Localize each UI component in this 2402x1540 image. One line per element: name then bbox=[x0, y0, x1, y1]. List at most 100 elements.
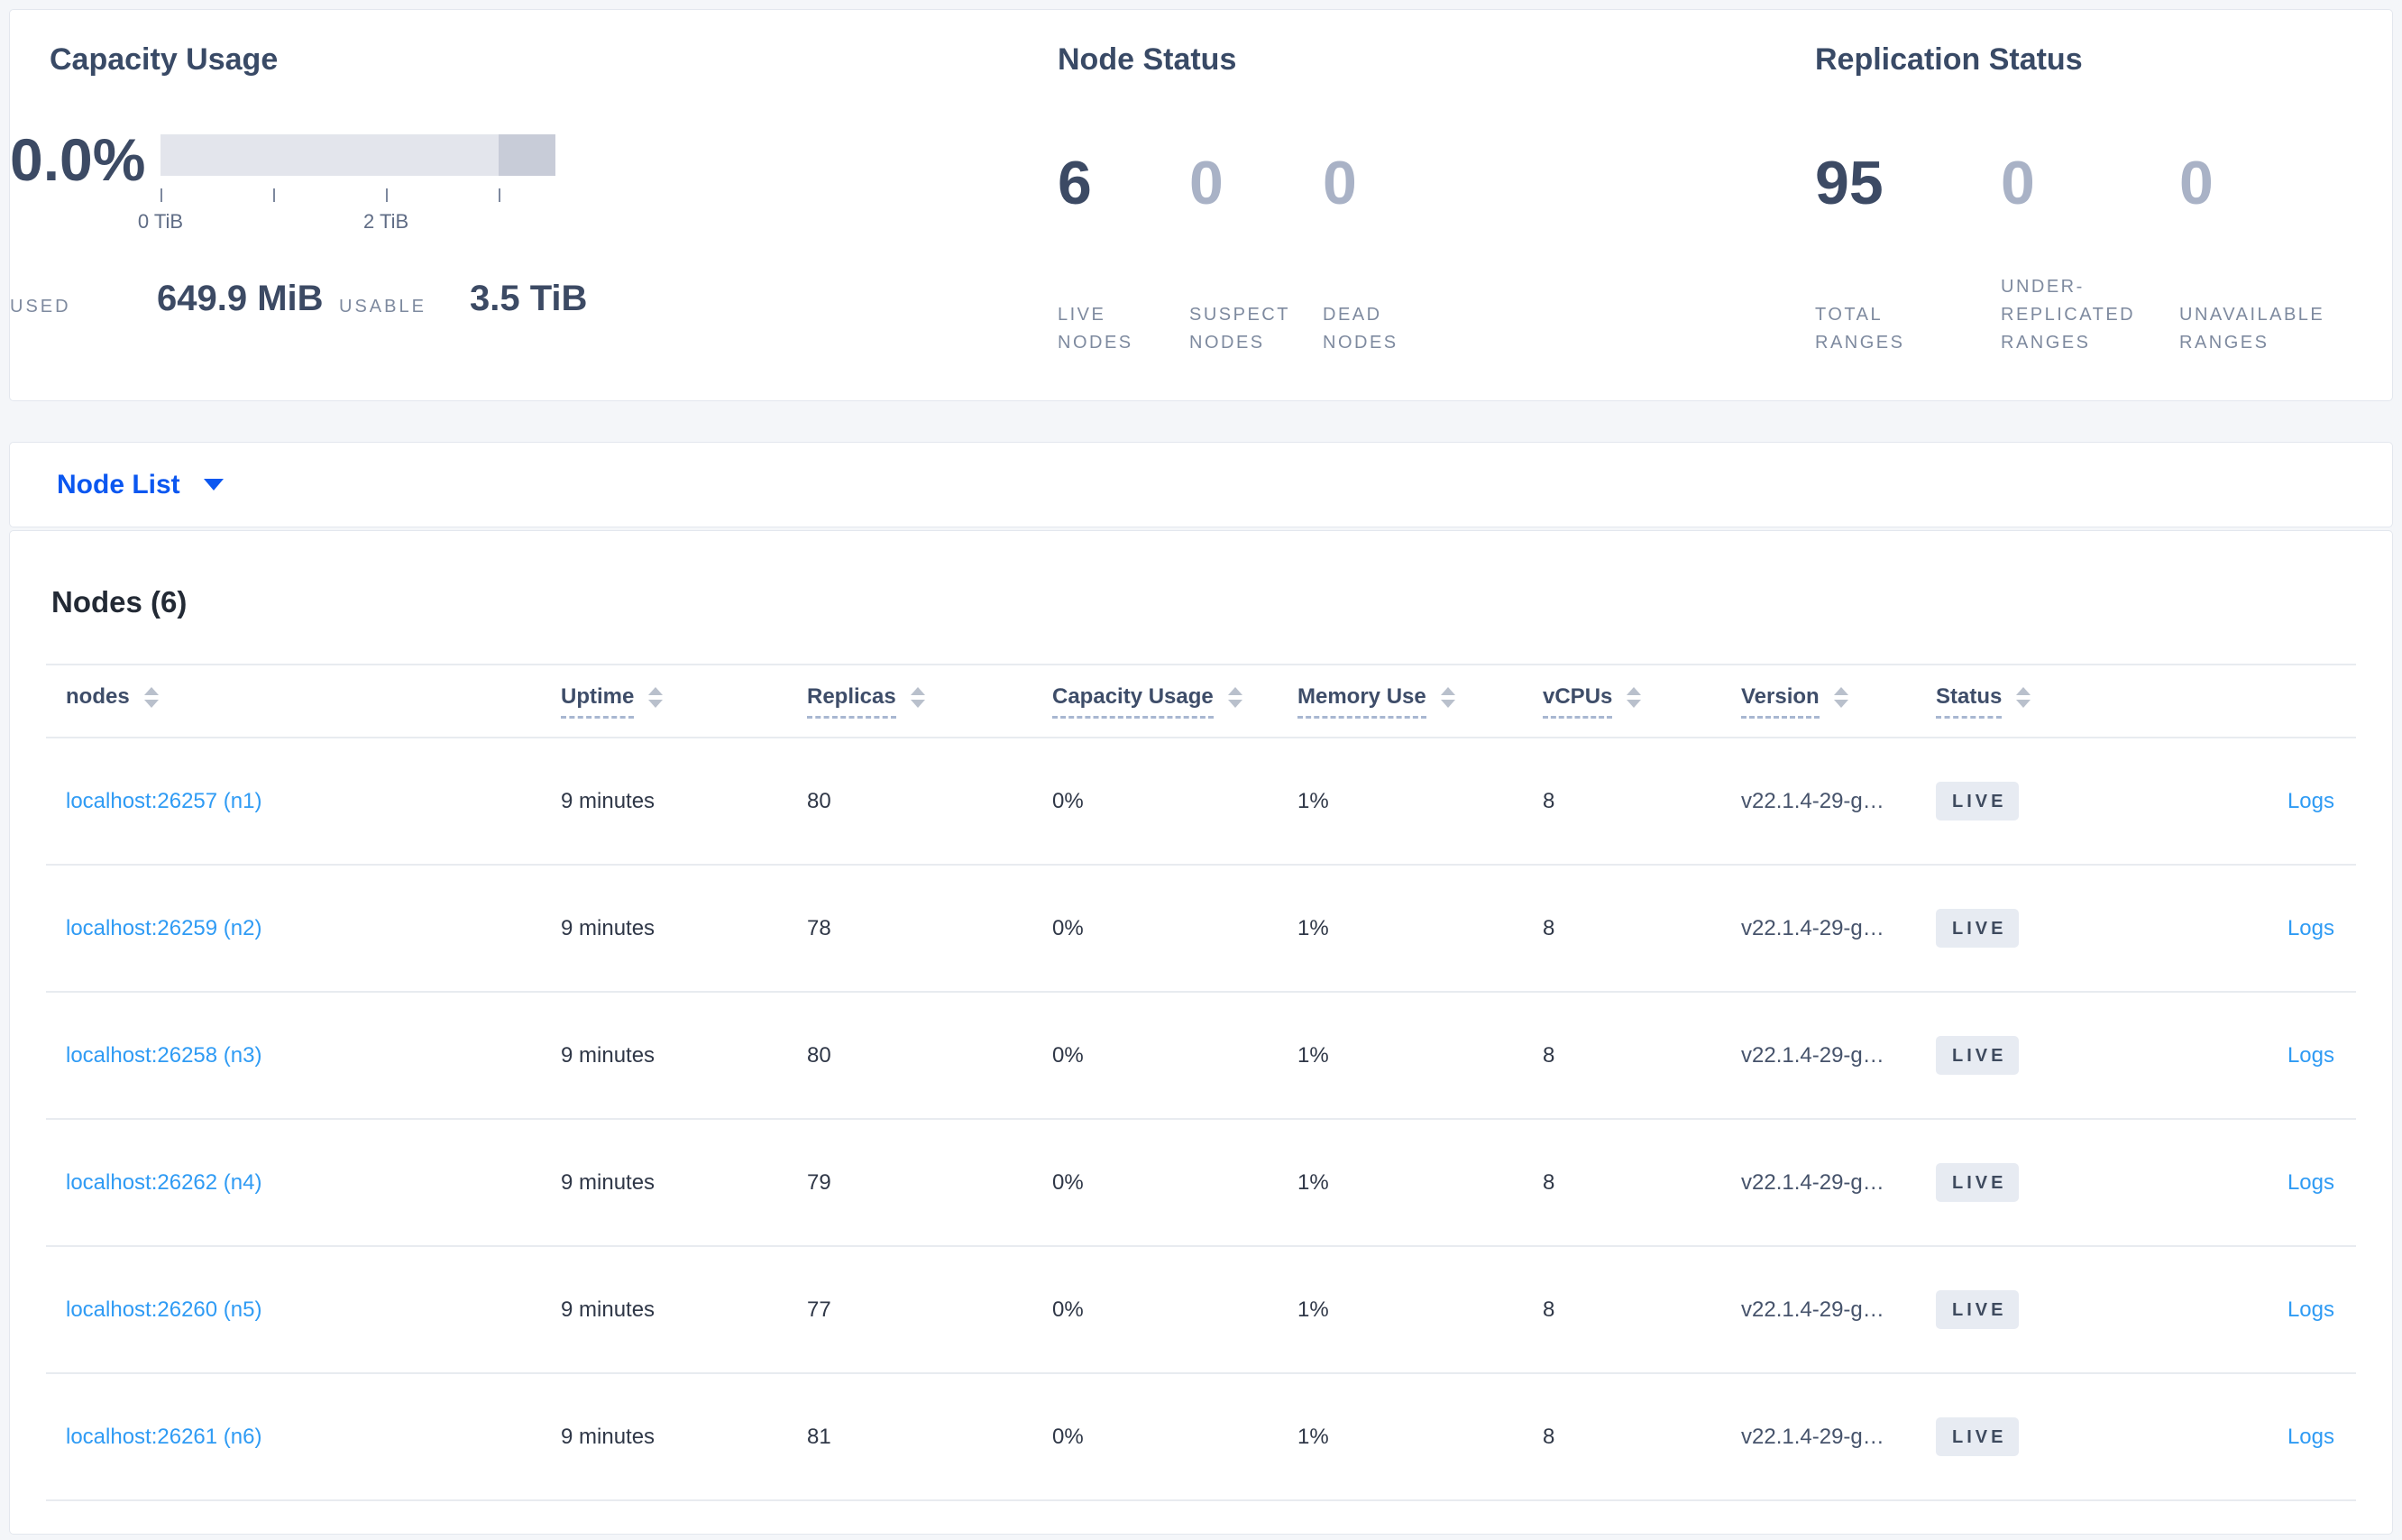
node-link[interactable]: localhost:26259 (n2) bbox=[66, 915, 262, 940]
table-row: localhost:26257 (n1) 9 minutes 80 0% 1% … bbox=[10, 738, 2392, 864]
node-link[interactable]: localhost:26257 (n1) bbox=[66, 788, 262, 813]
column-header-memory-use[interactable]: Memory Use bbox=[1297, 684, 1543, 719]
column-header-label: Memory Use bbox=[1297, 684, 1426, 719]
table-row: localhost:26262 (n4) 9 minutes 79 0% 1% … bbox=[10, 1120, 2392, 1245]
replicas-cell: 81 bbox=[807, 1424, 831, 1449]
logs-link[interactable]: Logs bbox=[2287, 1169, 2334, 1195]
uptime-cell: 9 minutes bbox=[561, 1042, 656, 1068]
status-badge: LIVE bbox=[1936, 1036, 2020, 1075]
column-header-label: Replicas bbox=[807, 684, 896, 719]
divider bbox=[46, 1499, 2356, 1501]
node-link[interactable]: localhost:26260 (n5) bbox=[66, 1297, 262, 1322]
column-header-uptime[interactable]: Uptime bbox=[561, 684, 807, 719]
sort-icon bbox=[648, 687, 664, 708]
column-header-label: Capacity Usage bbox=[1052, 684, 1214, 719]
logs-link[interactable]: Logs bbox=[2287, 1424, 2334, 1449]
column-header-version[interactable]: Version bbox=[1741, 684, 1936, 719]
divider bbox=[46, 664, 2356, 665]
dead-nodes-value: 0 bbox=[1323, 149, 1357, 217]
node-link[interactable]: localhost:26261 (n6) bbox=[66, 1424, 262, 1449]
node-list-dropdown-label: Node List bbox=[57, 469, 180, 500]
under-replicated-ranges-value: 0 bbox=[2001, 149, 2035, 217]
vcpus-cell: 8 bbox=[1543, 1297, 1555, 1322]
table-header-row: nodes Uptime Replicas Capacity Usage Memory … bbox=[10, 665, 2392, 737]
suspect-nodes-value: 0 bbox=[1189, 149, 1224, 217]
capacity-axis: 0 TiB 2 TiB bbox=[138, 188, 555, 261]
total-ranges-stat: 95 TOTAL RANGES bbox=[1815, 150, 2001, 357]
capacity-usage-cell: 0% bbox=[1052, 1297, 1084, 1322]
replication-status-section: Replication Status 95 TOTAL RANGES 0 UND… bbox=[1815, 41, 2334, 357]
node-list-dropdown[interactable]: Node List bbox=[57, 443, 224, 527]
sort-icon bbox=[910, 687, 925, 708]
divider bbox=[46, 864, 2356, 866]
vcpus-cell: 8 bbox=[1543, 1424, 1555, 1449]
memory-use-cell: 1% bbox=[1297, 788, 1329, 813]
capacity-usage-cell: 0% bbox=[1052, 915, 1084, 940]
replicas-cell: 79 bbox=[807, 1169, 831, 1195]
column-header-vcpus[interactable]: vCPUs bbox=[1543, 684, 1741, 719]
axis-tick bbox=[499, 188, 501, 202]
status-badge: LIVE bbox=[1936, 1290, 2020, 1329]
vcpus-cell: 8 bbox=[1543, 1042, 1555, 1068]
nodes-table-card: Nodes (6) nodes Uptime Replicas Capacity Us… bbox=[9, 530, 2393, 1535]
logs-link[interactable]: Logs bbox=[2287, 1042, 2334, 1068]
logs-link[interactable]: Logs bbox=[2287, 915, 2334, 940]
status-badge: LIVE bbox=[1936, 1163, 2020, 1202]
capacity-usage-cell: 0% bbox=[1052, 1169, 1084, 1195]
replicas-cell: 80 bbox=[807, 788, 831, 813]
unavailable-ranges-label: UNAVAILABLE RANGES bbox=[2179, 305, 2325, 353]
sort-icon bbox=[1833, 687, 1848, 708]
dead-nodes-stat: 0 DEAD NODES bbox=[1323, 150, 1431, 357]
sort-icon bbox=[1227, 687, 1242, 708]
unavailable-ranges-stat: 0 UNAVAILABLE RANGES bbox=[2179, 150, 2334, 357]
vcpus-cell: 8 bbox=[1543, 1169, 1555, 1195]
replicas-cell: 78 bbox=[807, 915, 831, 940]
column-header-label: Version bbox=[1741, 684, 1820, 719]
uptime-cell: 9 minutes bbox=[561, 788, 656, 813]
replication-status-title: Replication Status bbox=[1815, 42, 2083, 77]
replicas-cell: 77 bbox=[807, 1297, 831, 1322]
version-cell: v22.1.4-29-g… bbox=[1741, 1042, 1884, 1068]
column-header-replicas[interactable]: Replicas bbox=[807, 684, 1052, 719]
divider bbox=[46, 1245, 2356, 1247]
uptime-cell: 9 minutes bbox=[561, 1169, 656, 1195]
memory-use-cell: 1% bbox=[1297, 1424, 1329, 1449]
live-nodes-stat: 6 LIVE NODES bbox=[1058, 150, 1189, 357]
under-replicated-ranges-stat: 0 UNDER-REPLICATED RANGES bbox=[2001, 150, 2179, 357]
node-status-section: Node Status 6 LIVE NODES 0 SUSPECT NODES… bbox=[1058, 41, 1431, 357]
divider bbox=[46, 737, 2356, 738]
sort-icon bbox=[1627, 687, 1642, 708]
logs-link[interactable]: Logs bbox=[2287, 788, 2334, 813]
logs-link[interactable]: Logs bbox=[2287, 1297, 2334, 1322]
node-link[interactable]: localhost:26258 (n3) bbox=[66, 1042, 262, 1068]
column-header-status[interactable]: Status bbox=[1936, 684, 2152, 719]
table-row: localhost:26260 (n5) 9 minutes 77 0% 1% … bbox=[10, 1247, 2392, 1372]
sort-icon bbox=[143, 687, 159, 708]
column-header-label: vCPUs bbox=[1543, 684, 1613, 719]
memory-use-cell: 1% bbox=[1297, 1169, 1329, 1195]
chevron-down-icon bbox=[203, 479, 224, 490]
status-badge: LIVE bbox=[1936, 909, 2020, 948]
node-link[interactable]: localhost:26262 (n4) bbox=[66, 1169, 262, 1195]
axis-tick bbox=[160, 188, 162, 202]
column-header-nodes[interactable]: nodes bbox=[66, 684, 561, 719]
column-header-label: Uptime bbox=[561, 684, 635, 719]
memory-use-cell: 1% bbox=[1297, 915, 1329, 940]
table-row: localhost:26259 (n2) 9 minutes 78 0% 1% … bbox=[10, 866, 2392, 991]
uptime-cell: 9 minutes bbox=[561, 915, 656, 940]
used-value: 649.9 MiB bbox=[157, 279, 324, 318]
capacity-usage-cell: 0% bbox=[1052, 1042, 1084, 1068]
total-ranges-label: TOTAL RANGES bbox=[1815, 305, 1905, 353]
vcpus-cell: 8 bbox=[1543, 788, 1555, 813]
sort-icon bbox=[1440, 687, 1455, 708]
axis-tick bbox=[273, 188, 276, 202]
suspect-nodes-stat: 0 SUSPECT NODES bbox=[1189, 150, 1323, 357]
under-replicated-ranges-label: UNDER-REPLICATED RANGES bbox=[2001, 277, 2136, 353]
table-row: localhost:26258 (n3) 9 minutes 80 0% 1% … bbox=[10, 993, 2392, 1118]
memory-use-cell: 1% bbox=[1297, 1042, 1329, 1068]
column-header-capacity-usage[interactable]: Capacity Usage bbox=[1052, 684, 1297, 719]
uptime-cell: 9 minutes bbox=[561, 1297, 656, 1322]
live-nodes-value: 6 bbox=[1058, 149, 1092, 217]
dead-nodes-label: DEAD NODES bbox=[1323, 305, 1398, 353]
status-badge: LIVE bbox=[1936, 1417, 2020, 1456]
